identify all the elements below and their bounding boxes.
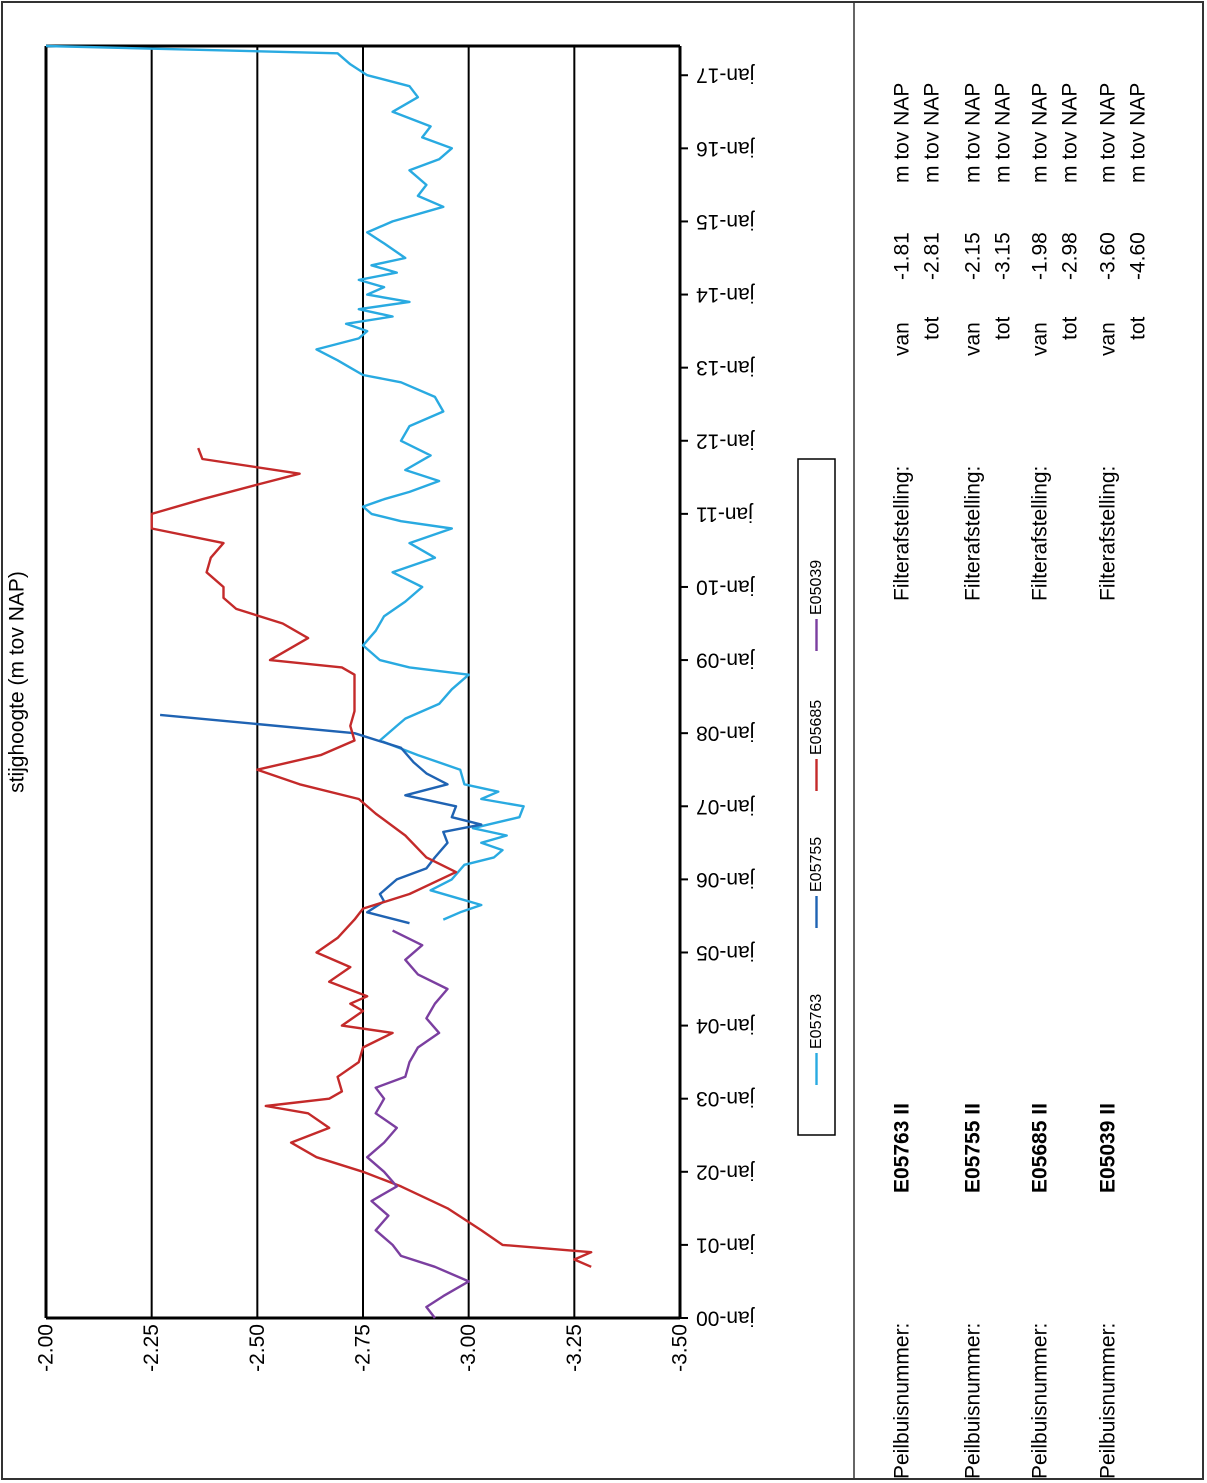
unit-label: m tov NAP — [1097, 83, 1120, 183]
x-tick-label: jan-02 — [696, 1160, 755, 1183]
x-tick-label: jan-11 — [696, 502, 754, 525]
peilbuis-id: E05763 II — [891, 1103, 914, 1193]
legend-label: E05039 — [808, 560, 825, 615]
x-tick-label: jan-15 — [696, 210, 755, 233]
unit-label: m tov NAP — [891, 83, 914, 183]
legend-box — [797, 458, 836, 1136]
x-tick-label: jan-00 — [696, 1307, 755, 1330]
y-tick-label: -2.75 — [352, 1324, 375, 1372]
series-line-e05039 — [366, 929, 470, 1319]
unit-label: m tov NAP — [1127, 83, 1150, 183]
unit-label: m tov NAP — [1029, 83, 1052, 183]
filter-label: Filterafstelling: — [891, 466, 914, 601]
x-tick-label: jan-01 — [696, 1233, 755, 1256]
x-tick-label: jan-16 — [696, 137, 755, 160]
peilbuis-label: Peilbuisnummer: — [1097, 1323, 1120, 1479]
unit-label: m tov NAP — [962, 83, 985, 183]
peilbuis-id: E05685 II — [1029, 1103, 1052, 1193]
van-label: van — [1097, 322, 1120, 356]
van-label: van — [891, 322, 914, 356]
unit-label: m tov NAP — [1059, 83, 1082, 183]
plot-area: -2.00 -2.25 -2.50 -2.75 -3.00 -3.25 -3.50jan-0… — [6, 44, 756, 1372]
x-tick-label: jan-09 — [696, 649, 755, 672]
van-value: -1.98 — [1029, 232, 1052, 280]
x-tick-label: jan-05 — [696, 941, 755, 964]
peilbuis-id: E05039 II — [1097, 1103, 1120, 1193]
tot-value: -4.60 — [1127, 232, 1150, 280]
x-tick-label: jan-06 — [696, 868, 755, 891]
x-tick-label: jan-13 — [696, 356, 755, 379]
x-tick-label: jan-03 — [696, 1087, 755, 1110]
series-line-e05763 — [45, 44, 525, 921]
tot-label: tot — [992, 316, 1015, 340]
peilbuis-label: Peilbuisnummer: — [1029, 1323, 1052, 1479]
van-value: -2.15 — [962, 232, 985, 280]
tot-label: tot — [1127, 316, 1150, 340]
x-tick-label: jan-08 — [696, 722, 755, 745]
legend-label: E05763 — [808, 994, 825, 1049]
peilbuis-label: Peilbuisnummer: — [962, 1323, 985, 1479]
x-tick-label: jan-12 — [696, 429, 755, 452]
y-tick-label: -3.00 — [457, 1324, 480, 1372]
van-value: -1.81 — [891, 232, 914, 280]
y-axis-label: stijghoogte (m tov NAP) — [6, 571, 29, 793]
tot-label: tot — [921, 316, 944, 340]
y-tick-label: -3.50 — [669, 1324, 692, 1372]
series-line-e05755 — [159, 713, 483, 925]
legend-label: E05755 — [808, 837, 825, 892]
legend-label: E05685 — [808, 700, 825, 755]
unit-label: m tov NAP — [992, 83, 1015, 183]
van-label: van — [962, 322, 985, 356]
chart-panel — [3, 3, 855, 1478]
filter-label: Filterafstelling: — [962, 466, 985, 601]
filter-label: Filterafstelling: — [1029, 466, 1052, 601]
series-line-e05685 — [150, 447, 593, 1268]
x-tick-label: jan-17 — [696, 64, 755, 87]
peilbuis-label: Peilbuisnummer: — [891, 1323, 914, 1479]
info-block: Peilbuisnummer: E05763 II Filterafstelling… — [891, 83, 1150, 1479]
tot-value: -2.81 — [921, 232, 944, 280]
tot-label: tot — [1059, 316, 1082, 340]
x-tick-label: jan-04 — [696, 1014, 756, 1037]
y-tick-label: -2.50 — [246, 1324, 269, 1372]
x-tick-label: jan-14 — [696, 283, 756, 306]
y-tick-label: -2.25 — [140, 1324, 163, 1372]
y-tick-label: -2.00 — [35, 1324, 58, 1372]
van-value: -3.60 — [1097, 232, 1120, 280]
peilbuis-id: E05755 II — [962, 1103, 985, 1193]
x-tick-label: jan-07 — [696, 795, 755, 818]
van-label: van — [1029, 322, 1052, 356]
tot-value: -2.98 — [1059, 232, 1082, 280]
unit-label: m tov NAP — [921, 83, 944, 183]
y-tick-label: -3.25 — [563, 1324, 586, 1372]
legend: E05763 E05755 E05685 E05039 — [797, 458, 836, 1136]
tot-value: -3.15 — [992, 232, 1015, 280]
filter-label: Filterafstelling: — [1097, 466, 1120, 601]
x-tick-label: jan-10 — [696, 575, 755, 598]
